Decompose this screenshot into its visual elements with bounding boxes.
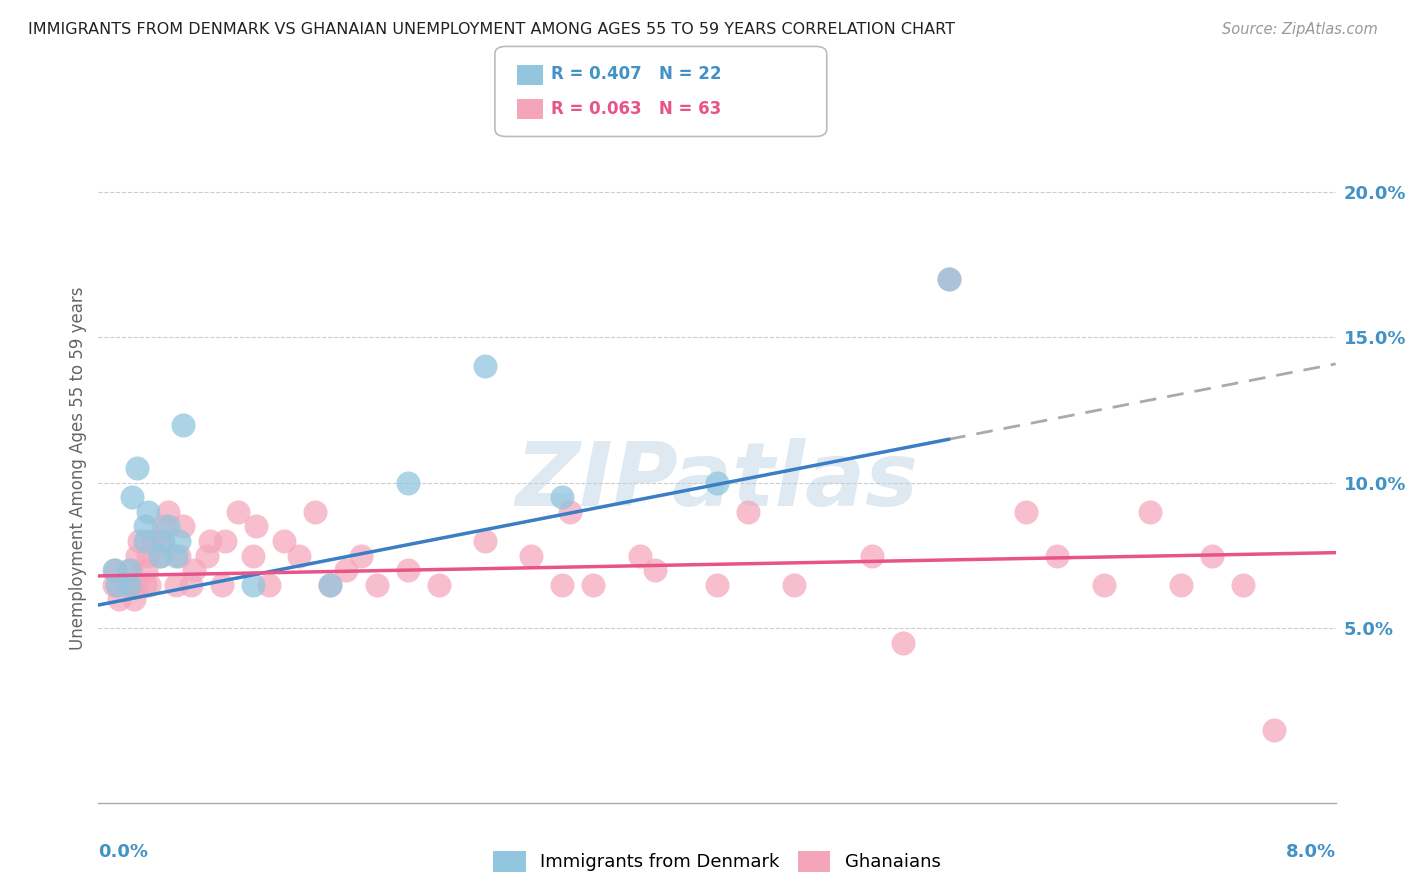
Point xyxy=(288,549,311,563)
Point xyxy=(128,534,150,549)
Point xyxy=(474,534,496,549)
Y-axis label: Unemployment Among Ages 55 to 59 years: Unemployment Among Ages 55 to 59 years xyxy=(69,286,87,650)
Point xyxy=(165,577,187,591)
Point xyxy=(103,563,125,577)
Point xyxy=(273,534,295,549)
Point xyxy=(242,577,264,591)
Point xyxy=(1015,505,1038,519)
Point xyxy=(644,563,666,577)
Point xyxy=(1046,549,1069,563)
Point xyxy=(706,577,728,591)
Point xyxy=(165,549,187,563)
Point xyxy=(319,577,342,591)
Point xyxy=(122,592,145,607)
Text: R = 0.063   N = 63: R = 0.063 N = 63 xyxy=(551,100,721,118)
Point xyxy=(582,577,605,591)
Point xyxy=(257,577,280,591)
Point xyxy=(180,577,202,591)
Point xyxy=(1139,505,1161,519)
Point xyxy=(396,475,419,490)
Point xyxy=(105,577,128,591)
Point xyxy=(118,577,141,591)
Point xyxy=(136,505,159,519)
Point xyxy=(124,577,146,591)
Point xyxy=(195,549,218,563)
Point xyxy=(107,592,129,607)
Point xyxy=(560,505,582,519)
Point xyxy=(551,491,574,505)
Point xyxy=(157,519,180,533)
Point xyxy=(214,534,236,549)
Point xyxy=(167,534,190,549)
Point xyxy=(149,549,172,563)
Point xyxy=(149,549,172,563)
Point xyxy=(427,577,450,591)
Text: Source: ZipAtlas.com: Source: ZipAtlas.com xyxy=(1222,22,1378,37)
Point xyxy=(141,534,165,549)
Point xyxy=(706,475,728,490)
Point xyxy=(173,417,195,432)
Point xyxy=(104,563,127,577)
Point xyxy=(860,549,883,563)
Point xyxy=(150,534,173,549)
Text: R = 0.407   N = 22: R = 0.407 N = 22 xyxy=(551,65,721,83)
Point xyxy=(173,519,195,533)
Point xyxy=(198,534,221,549)
Point xyxy=(1201,549,1223,563)
Point xyxy=(1232,577,1254,591)
Point xyxy=(134,519,156,533)
Point xyxy=(520,549,543,563)
Point xyxy=(1263,723,1285,737)
Text: 0.0%: 0.0% xyxy=(98,843,149,861)
Point xyxy=(135,563,157,577)
Text: IMMIGRANTS FROM DENMARK VS GHANAIAN UNEMPLOYMENT AMONG AGES 55 TO 59 YEARS CORRE: IMMIGRANTS FROM DENMARK VS GHANAIAN UNEM… xyxy=(28,22,955,37)
Point xyxy=(134,534,156,549)
Point xyxy=(938,272,960,286)
Text: 8.0%: 8.0% xyxy=(1285,843,1336,861)
Legend: Immigrants from Denmark, Ghanaians: Immigrants from Denmark, Ghanaians xyxy=(485,842,949,880)
Point xyxy=(891,636,914,650)
Point xyxy=(319,577,342,591)
Point xyxy=(226,505,249,519)
Point xyxy=(551,577,574,591)
Point xyxy=(152,519,174,533)
Point xyxy=(366,577,388,591)
Point xyxy=(242,549,264,563)
Point xyxy=(127,549,149,563)
Point xyxy=(938,272,960,286)
Point xyxy=(136,549,159,563)
Point xyxy=(127,461,149,475)
Point xyxy=(1170,577,1192,591)
Point xyxy=(335,563,357,577)
Point xyxy=(350,549,373,563)
Point xyxy=(245,519,267,533)
Text: ZIPatlas: ZIPatlas xyxy=(516,438,918,525)
Point xyxy=(628,549,651,563)
Point xyxy=(121,491,143,505)
Point xyxy=(105,577,128,591)
Point xyxy=(211,577,233,591)
Point xyxy=(304,505,326,519)
Point xyxy=(138,577,160,591)
Point xyxy=(121,577,143,591)
Point xyxy=(474,359,496,374)
Point xyxy=(396,563,419,577)
Point xyxy=(1092,577,1115,591)
Point xyxy=(737,505,759,519)
Point xyxy=(783,577,806,591)
Point xyxy=(118,577,141,591)
Point xyxy=(157,505,180,519)
Point xyxy=(167,549,190,563)
Point xyxy=(120,563,142,577)
Point xyxy=(152,534,174,549)
Point xyxy=(118,563,141,577)
Point xyxy=(103,577,125,591)
Point xyxy=(134,577,156,591)
Point xyxy=(183,563,205,577)
